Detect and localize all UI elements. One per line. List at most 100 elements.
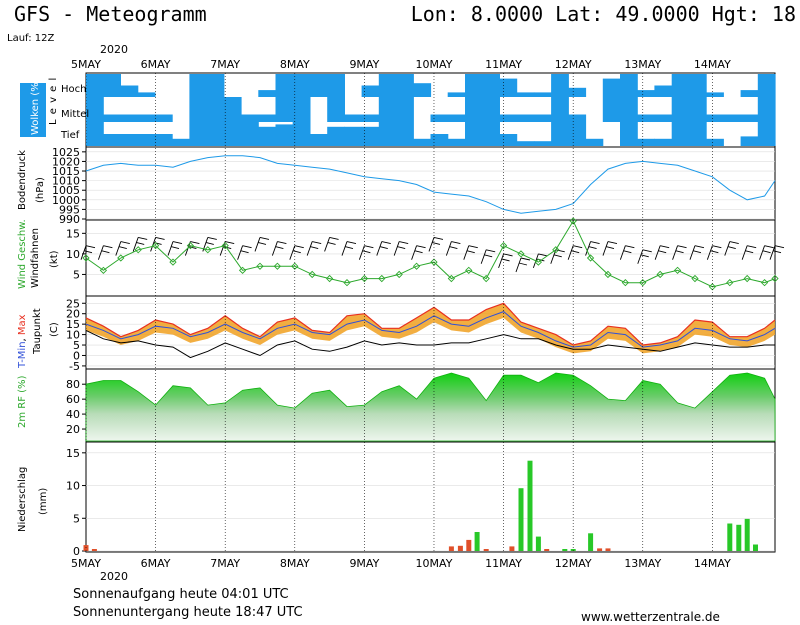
- cloud-cell-mittel: [620, 97, 638, 122]
- cloud-cell-tief: [757, 122, 776, 146]
- wind-speed-point: [708, 283, 717, 291]
- cloud-cell-tief: [637, 138, 655, 146]
- cloud-cell-tief: [103, 134, 121, 146]
- precipitation-tick: 5: [73, 512, 80, 525]
- cloud-cell-mittel: [154, 114, 173, 122]
- precipitation-bars: [83, 460, 758, 551]
- humidity-area: [85, 372, 776, 442]
- cloud-cell-mittel: [103, 114, 121, 122]
- cloud-cell-tief: [120, 134, 139, 146]
- cloud-cell-mittel: [602, 97, 621, 122]
- cloud-cell-hoch: [465, 74, 483, 97]
- pressure-series-line: [85, 155, 776, 214]
- wind-barb: [341, 241, 357, 256]
- humidity-panel: 20 40 60 80 2m RF (%): [17, 368, 776, 443]
- top-day-label: 13MAY: [624, 58, 661, 71]
- precipitation-bar: [744, 518, 750, 551]
- cloud-cell-tief: [361, 126, 380, 146]
- wind-speed-point: [204, 246, 212, 254]
- wind-speed-point: [151, 242, 160, 250]
- pressure-tick: 990: [59, 213, 80, 226]
- top-day-label: 11MAY: [485, 58, 522, 71]
- wind-speed-point: [656, 270, 664, 279]
- top-day-label: 8MAY: [280, 58, 310, 71]
- precipitation-tick: 10: [66, 480, 80, 493]
- cloud-level-mid: Mittel: [61, 109, 89, 120]
- temperature-tick: 5: [73, 339, 80, 352]
- precipitation-bar: [597, 548, 603, 551]
- wind-barb: [80, 245, 96, 260]
- wind-speed-point: [771, 274, 779, 283]
- precipitation-bar: [727, 523, 733, 551]
- cloud-cell-tief: [499, 134, 518, 146]
- cloud-cell-hoch: [671, 74, 690, 97]
- cloud-cell-mittel: [86, 97, 104, 122]
- pressure-unit: (hPa): [35, 177, 46, 203]
- temperature-tick: 0: [73, 350, 80, 363]
- wind-speed-point: [517, 250, 525, 258]
- precipitation-bar: [474, 532, 480, 551]
- wind-speed-point: [325, 274, 334, 283]
- cloud-cell-hoch: [516, 92, 535, 97]
- source-link[interactable]: www.wetterzentrale.de: [581, 610, 720, 624]
- wind-speed-point: [82, 254, 90, 262]
- wind-speed-point: [726, 279, 734, 287]
- bottom-day-label: 12MAY: [555, 557, 592, 570]
- cloud-cell-hoch: [206, 74, 225, 97]
- wind-barb: [741, 245, 757, 260]
- sunset-text: Sonnenuntergang heute 18:47 UTC: [73, 605, 303, 620]
- wind-barb: [271, 241, 287, 256]
- meteogram-title: GFS - Meteogramm: [14, 2, 207, 26]
- cloud-cell-tief: [241, 122, 259, 146]
- cloud-cell-mittel: [654, 114, 673, 122]
- bottom-day-label: 9MAY: [349, 557, 379, 570]
- cloud-cell-tief: [533, 141, 552, 146]
- cloud-cell-hoch: [378, 74, 397, 97]
- wind-speed-point: [482, 274, 490, 283]
- wind-speed-point: [412, 262, 421, 270]
- cloud-cell-hoch: [413, 83, 432, 97]
- wind-barb: [463, 245, 478, 260]
- wind-barb: [237, 245, 252, 260]
- wind-barb: [254, 237, 270, 252]
- cloud-cell-mittel: [568, 114, 587, 122]
- wind-speed-point: [99, 266, 108, 274]
- cloud-cell-mittel: [120, 114, 139, 122]
- dewpoint-label: Taupunkt: [32, 308, 43, 355]
- wind-panel: 5 10 15 Wind Geschw. Windfahnen (kt): [17, 217, 785, 297]
- cloud-cell-tief: [154, 134, 173, 146]
- cloud-cell-hoch: [654, 85, 673, 97]
- pressure-ylabel: Bodendruck: [17, 150, 28, 210]
- pressure-gridlines: [86, 151, 775, 220]
- bottom-day-label: 14MAY: [694, 557, 731, 570]
- pressure-tick: 1005: [52, 184, 80, 197]
- precipitation-tick: 15: [66, 447, 80, 460]
- wind-speed-point: [760, 279, 769, 287]
- cloud-cell-hoch: [189, 74, 208, 97]
- cloud-cell-tief: [292, 122, 311, 146]
- model-run-label: Lauf: 12Z: [7, 33, 55, 44]
- cloud-cell-hoch: [86, 74, 104, 97]
- cloud-cell-tief: [206, 122, 225, 146]
- wind-speed-point: [499, 242, 508, 250]
- precipitation-bar: [448, 546, 454, 551]
- cloud-cell-tief: [585, 138, 604, 146]
- precipitation-bar: [544, 549, 550, 551]
- cloud-cell-mittel: [671, 97, 690, 122]
- top-day-labels: 5MAY 6MAY 7MAY 8MAY 9MAY 10MAY 11MAY 12MAY 13MAY…: [71, 58, 731, 71]
- top-day-label: 9MAY: [349, 58, 379, 71]
- cloud-cell-hoch: [499, 78, 518, 97]
- humidity-tick-labels: 20 40 60 80: [66, 378, 86, 436]
- wind-barb: [289, 245, 304, 260]
- cloud-cell-hoch: [533, 92, 552, 97]
- wind-speed-point: [308, 270, 316, 279]
- precipitation-bar: [588, 533, 594, 551]
- cloud-cell-tief: [671, 122, 690, 146]
- cloud-cell-tief: [465, 122, 483, 146]
- tmin-line: [85, 311, 776, 348]
- cloud-cell-hoch: [757, 74, 776, 97]
- top-day-label: 5MAY: [71, 58, 101, 71]
- humidity-tick: 60: [66, 393, 80, 406]
- precipitation-bar: [509, 546, 515, 551]
